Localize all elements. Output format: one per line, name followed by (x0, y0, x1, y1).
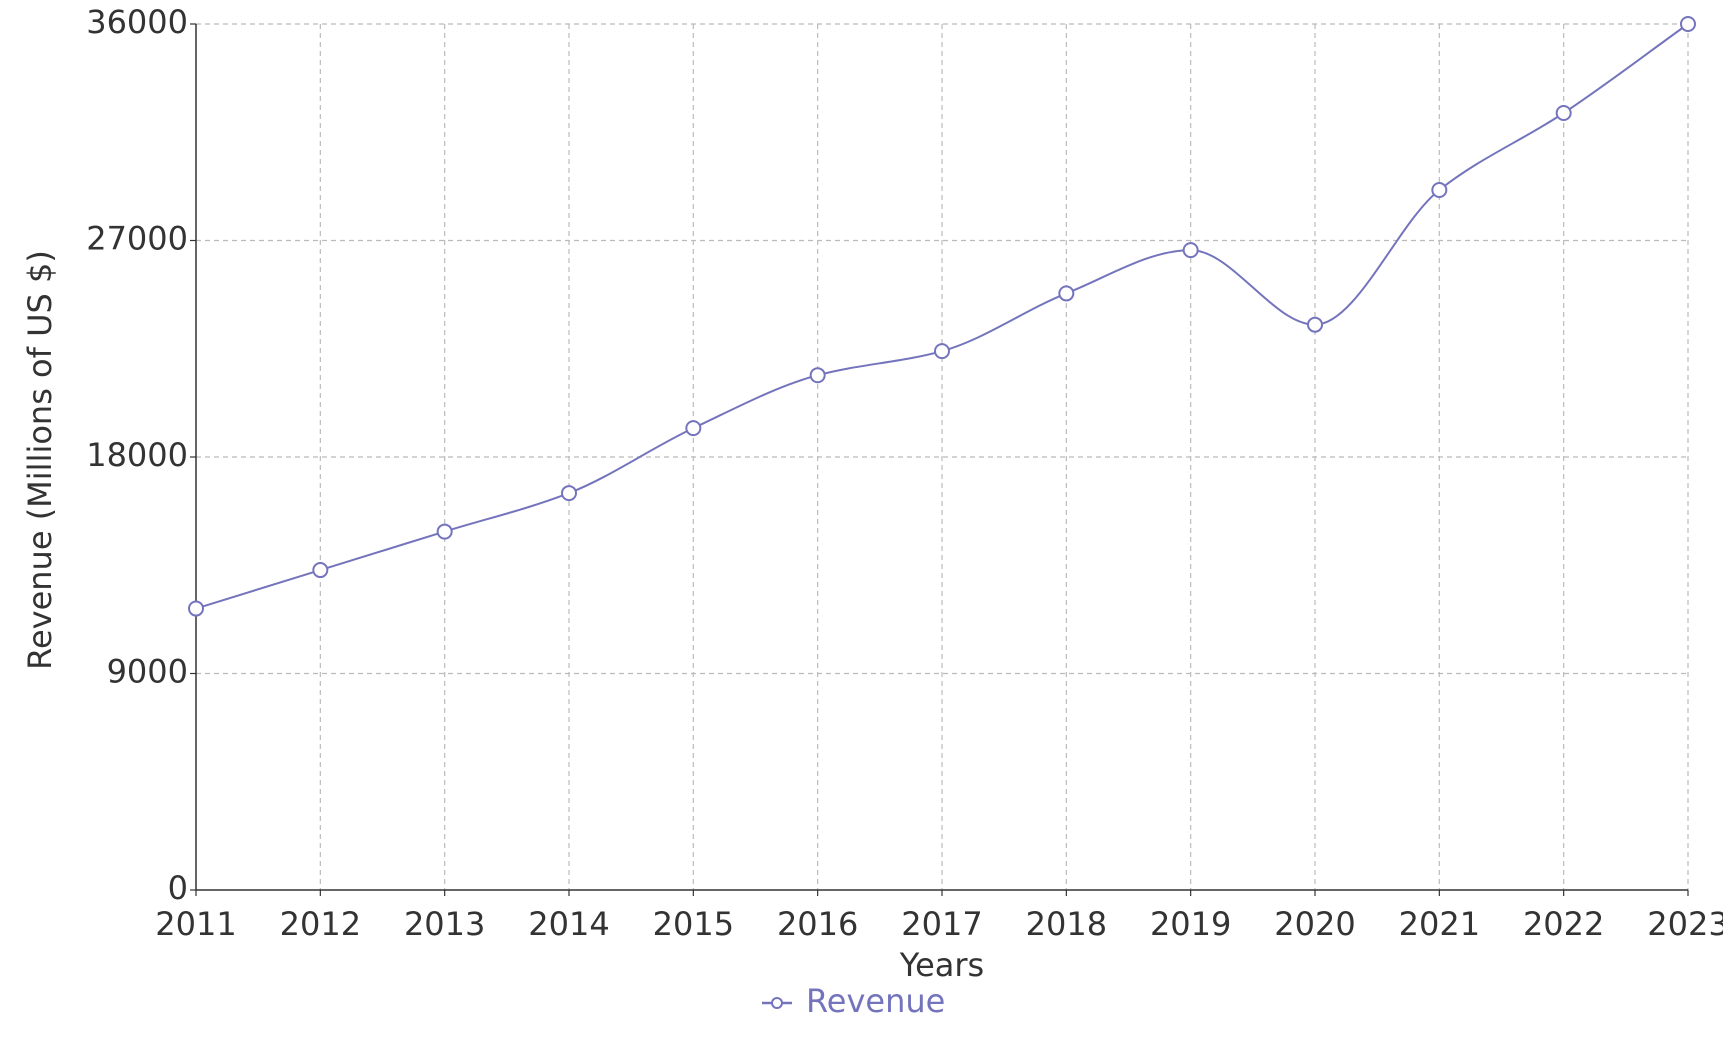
point (1431, 181, 1448, 198)
legend-label: Revenue (806, 982, 945, 1020)
x-tick-label: 2023 (1647, 905, 1723, 943)
y-tick-label: 9000 (107, 653, 188, 691)
point (436, 523, 453, 540)
x-tick-label: 2019 (1150, 905, 1231, 943)
point (312, 562, 329, 579)
point (188, 600, 204, 617)
point (561, 485, 577, 502)
x-tick-label: 2011 (155, 905, 236, 943)
point (685, 420, 702, 437)
point (1307, 316, 1323, 333)
legend-marker (771, 997, 783, 1009)
y-tick-label: 18000 (86, 436, 188, 474)
point (1555, 105, 1572, 122)
point (1058, 285, 1075, 302)
x-tick-label: 2021 (1399, 905, 1480, 943)
point (1182, 242, 1199, 259)
point (1680, 16, 1696, 32)
x-tick-label: 2017 (901, 905, 982, 943)
x-tick-label: 2018 (1026, 905, 1107, 943)
x-tick-label: 2015 (653, 905, 734, 943)
x-tick-label: 2013 (404, 905, 485, 943)
y-tick-label: 27000 (86, 220, 188, 258)
point (934, 343, 950, 360)
y-axis-title: Revenue (Millions of US $) (21, 250, 59, 670)
x-tick-label: 2014 (528, 905, 609, 943)
x-tick-label: 2020 (1274, 905, 1355, 943)
x-tick-label: 2012 (280, 905, 361, 943)
x-axis-title: Years (899, 946, 984, 984)
y-tick-label: 0 (168, 869, 188, 907)
point (809, 367, 826, 384)
y-tick-label: 36000 (86, 3, 188, 41)
x-tick-label: 2016 (777, 905, 858, 943)
x-tick-label: 2022 (1523, 905, 1604, 943)
